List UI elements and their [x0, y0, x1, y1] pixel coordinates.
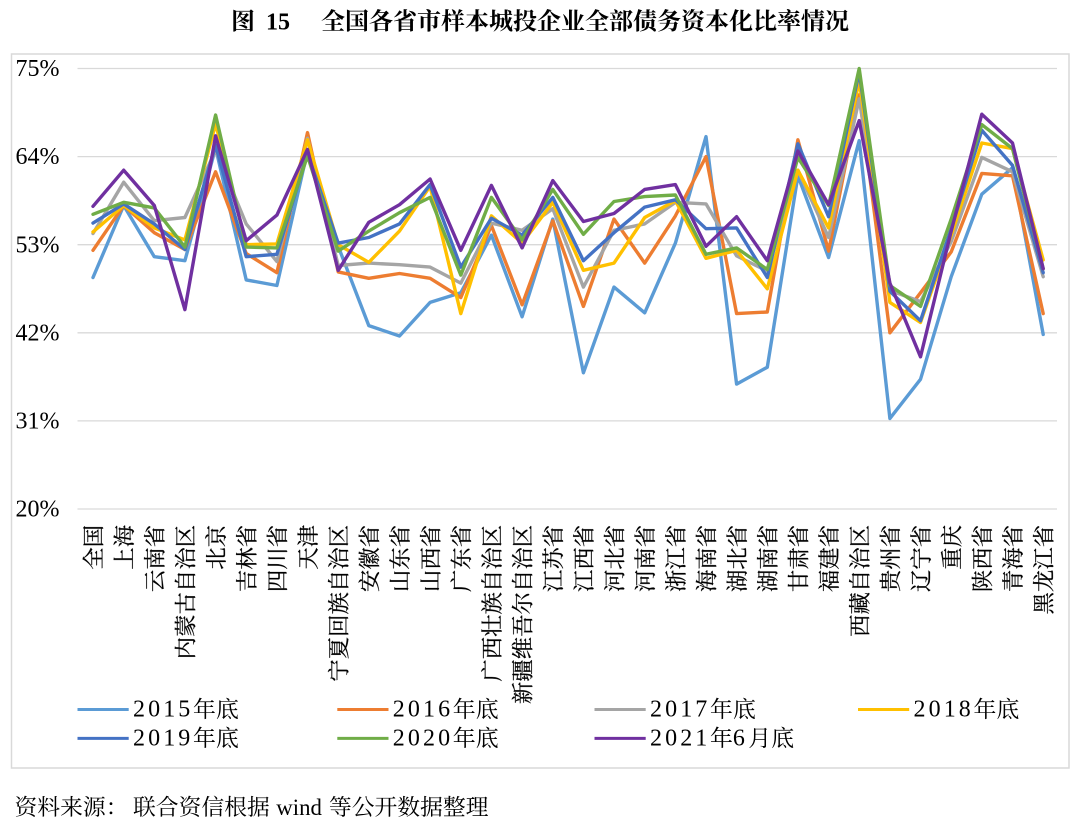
- svg-text:2020: 2020: [393, 725, 453, 751]
- svg-text:6: 6: [733, 725, 745, 751]
- svg-text:42%: 42%: [16, 320, 60, 346]
- svg-text:2016: 2016: [393, 697, 453, 723]
- svg-text:64%: 64%: [16, 144, 60, 170]
- svg-text:53%: 53%: [16, 232, 60, 258]
- svg-text:15: 15: [266, 10, 290, 36]
- svg-text:2017: 2017: [650, 697, 710, 723]
- svg-text:2015: 2015: [133, 697, 193, 723]
- svg-text:20%: 20%: [16, 497, 60, 523]
- svg-text:2019: 2019: [133, 725, 193, 751]
- svg-text:wind: wind: [276, 795, 322, 820]
- svg-text:2018: 2018: [914, 697, 974, 723]
- svg-text:31%: 31%: [16, 409, 60, 435]
- svg-text:2021: 2021: [650, 725, 710, 751]
- svg-text:75%: 75%: [16, 56, 60, 82]
